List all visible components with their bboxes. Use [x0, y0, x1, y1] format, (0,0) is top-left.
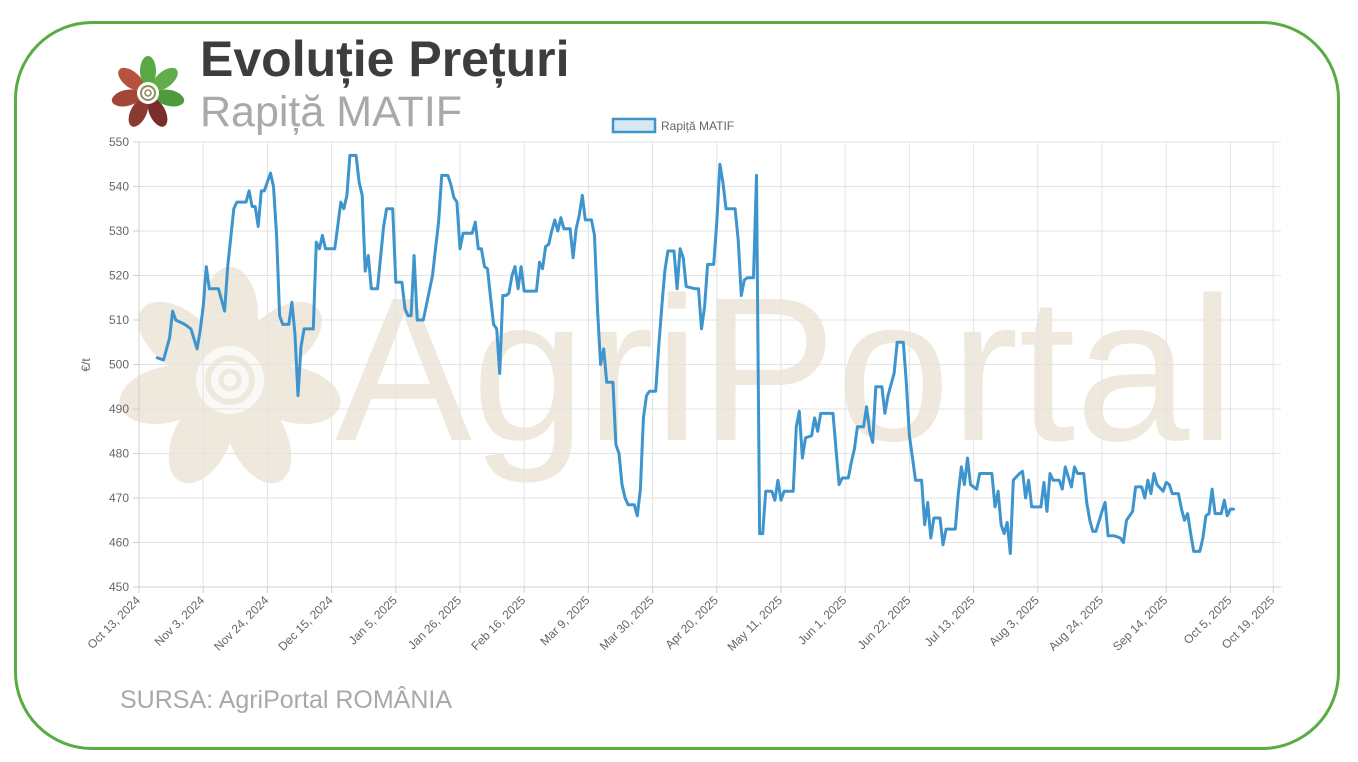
x-tick-label: Oct 13, 2024	[85, 593, 144, 652]
y-tick-label: 520	[109, 269, 129, 283]
y-tick-label: 510	[109, 313, 129, 327]
page-title: Evoluție Prețuri	[200, 31, 570, 87]
y-tick-label: 540	[109, 180, 129, 194]
x-tick-label: Jan 26, 2025	[405, 593, 464, 652]
x-tick-label: Nov 24, 2024	[211, 593, 272, 654]
x-tick-label: Aug 3, 2025	[986, 593, 1042, 649]
x-tick-label: Jun 1, 2025	[795, 593, 849, 647]
chart-legend[interactable]: Rapiță MATIF	[611, 117, 734, 134]
x-tick-label: Mar 30, 2025	[597, 593, 657, 653]
legend-label: Rapiță MATIF	[661, 119, 734, 133]
y-tick-label: 490	[109, 402, 129, 416]
x-tick-label: Feb 16, 2025	[468, 593, 528, 653]
x-tick-label: May 11, 2025	[724, 593, 785, 654]
source-caption: SURSA: AgriPortal ROMÂNIA	[120, 686, 453, 714]
y-tick-label: 480	[109, 447, 129, 461]
y-tick-label: 550	[109, 135, 129, 149]
legend-swatch	[611, 117, 657, 134]
x-tick-label: Jun 22, 2025	[855, 593, 914, 652]
y-tick-label: 470	[109, 491, 129, 505]
watermark: AgriPortal	[119, 255, 1235, 484]
y-tick-label: 460	[109, 536, 129, 550]
x-tick-label: Sep 14, 2025	[1110, 593, 1171, 654]
price-series-line	[155, 153, 1235, 556]
y-tick-label: 500	[109, 358, 129, 372]
x-tick-label: Jul 13, 2025	[922, 593, 978, 649]
x-tick-label: Mar 9, 2025	[537, 593, 592, 648]
y-tick-label: 530	[109, 224, 129, 238]
chart-series	[155, 153, 1235, 556]
x-tick-label: Dec 15, 2024	[275, 593, 336, 654]
watermark-text: AgriPortal	[335, 255, 1235, 484]
page-subtitle: Rapiță MATIF	[200, 88, 463, 136]
y-axis-title: €/t	[79, 358, 93, 372]
agriportal-logo-icon	[111, 56, 185, 127]
chart-grid	[138, 141, 1281, 588]
x-tick-label: Apr 20, 2025	[662, 593, 721, 652]
x-tick-label: Nov 3, 2024	[152, 593, 208, 649]
x-tick-label: Jan 5, 2025	[346, 593, 400, 647]
x-tick-label: Aug 24, 2025	[1046, 593, 1107, 654]
y-tick-label: 450	[109, 580, 129, 594]
